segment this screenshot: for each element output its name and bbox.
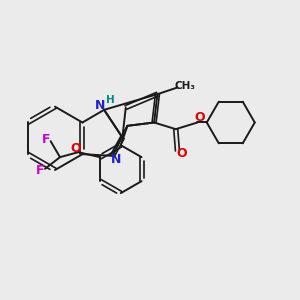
Text: O: O xyxy=(176,147,187,160)
Text: H: H xyxy=(106,95,115,106)
Text: N: N xyxy=(111,153,121,166)
Text: O: O xyxy=(70,142,81,155)
Text: N: N xyxy=(95,99,105,112)
Text: O: O xyxy=(195,111,206,124)
Text: F: F xyxy=(42,133,50,146)
Text: F: F xyxy=(36,164,45,177)
Text: CH₃: CH₃ xyxy=(174,81,195,91)
